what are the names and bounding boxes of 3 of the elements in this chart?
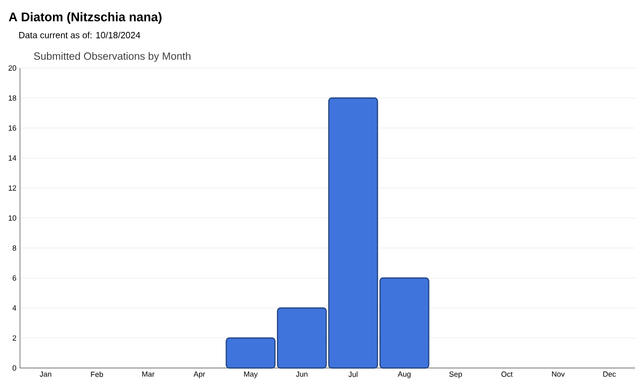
chart-subtitle: Data current as of: 10/18/2024 [19,32,140,38]
text: Submitted Observations by Month [34,52,190,62]
chart-title: A Diatom (Nitzschia nana) [8,12,162,24]
